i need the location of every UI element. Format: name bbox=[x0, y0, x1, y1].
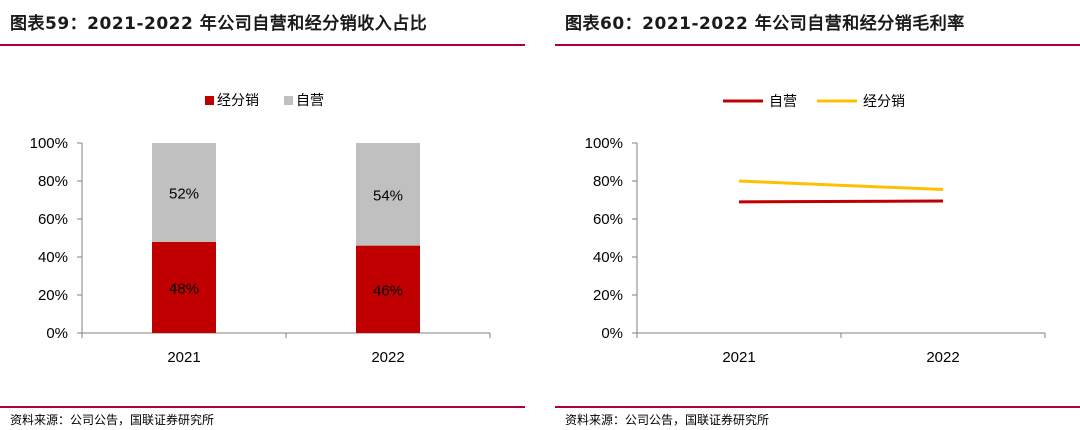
x-tick-label: 2021 bbox=[167, 349, 200, 366]
source-divider bbox=[0, 406, 525, 408]
y-tick-label: 100% bbox=[30, 135, 68, 152]
y-tick-label: 60% bbox=[38, 211, 68, 228]
legend-label: 自营 bbox=[769, 93, 797, 109]
y-tick-label: 20% bbox=[38, 287, 68, 304]
source-note: 资料来源：公司公告，国联证券研究所 bbox=[565, 413, 770, 427]
source-note: 资料来源：公司公告，国联证券研究所 bbox=[10, 413, 215, 427]
stacked-bar-chart: 0% 20% 40% 60% 80% 100% 2021 2022 48% 52% 46% 54% 经分… bbox=[30, 92, 491, 366]
y-tick-label: 60% bbox=[593, 211, 623, 228]
line-chart: 0% 20% 40% 60% 80% 100% 2021 2022 自营 经分销 bbox=[585, 93, 1046, 366]
legend-label: 经分销 bbox=[863, 93, 905, 109]
source-divider bbox=[555, 406, 1080, 408]
y-tick-label: 80% bbox=[593, 173, 623, 190]
y-tick-label: 0% bbox=[601, 325, 623, 342]
bar-segment bbox=[356, 143, 420, 246]
bar-segment bbox=[356, 245, 420, 333]
data-label: 54% bbox=[373, 187, 403, 204]
y-tick-label: 40% bbox=[38, 249, 68, 266]
chart-panel-left: 图表59：2021-2022 年公司自营和经分销收入占比 0% 20% 40% 60%… bbox=[0, 0, 525, 430]
title-divider bbox=[555, 44, 1080, 46]
title-divider bbox=[0, 44, 525, 46]
y-tick-label: 0% bbox=[46, 325, 68, 342]
legend-swatch bbox=[205, 96, 214, 105]
series-line bbox=[738, 199, 944, 204]
x-tick-label: 2022 bbox=[371, 349, 404, 366]
chart-title: 图表60：2021-2022 年公司自营和经分销毛利率 bbox=[565, 14, 965, 34]
data-label: 46% bbox=[373, 282, 403, 299]
y-tick-label: 40% bbox=[593, 249, 623, 266]
legend-label: 自营 bbox=[296, 92, 324, 108]
chart-panel-right: 图表60：2021-2022 年公司自营和经分销毛利率 0% 20% 40% 60% 8… bbox=[555, 0, 1080, 430]
y-tick-label: 80% bbox=[38, 173, 68, 190]
y-tick-label: 20% bbox=[593, 287, 623, 304]
data-label: 52% bbox=[169, 185, 199, 202]
chart-title: 图表59：2021-2022 年公司自营和经分销收入占比 bbox=[10, 14, 428, 34]
series-line bbox=[738, 179, 944, 192]
legend-label: 经分销 bbox=[217, 92, 259, 108]
y-tick-label: 100% bbox=[585, 135, 623, 152]
data-label: 48% bbox=[169, 280, 199, 297]
bar-segment bbox=[152, 143, 216, 242]
legend-swatch bbox=[284, 96, 293, 105]
bar-segment bbox=[152, 241, 216, 333]
x-tick-label: 2022 bbox=[926, 349, 959, 366]
x-tick-label: 2021 bbox=[722, 349, 755, 366]
